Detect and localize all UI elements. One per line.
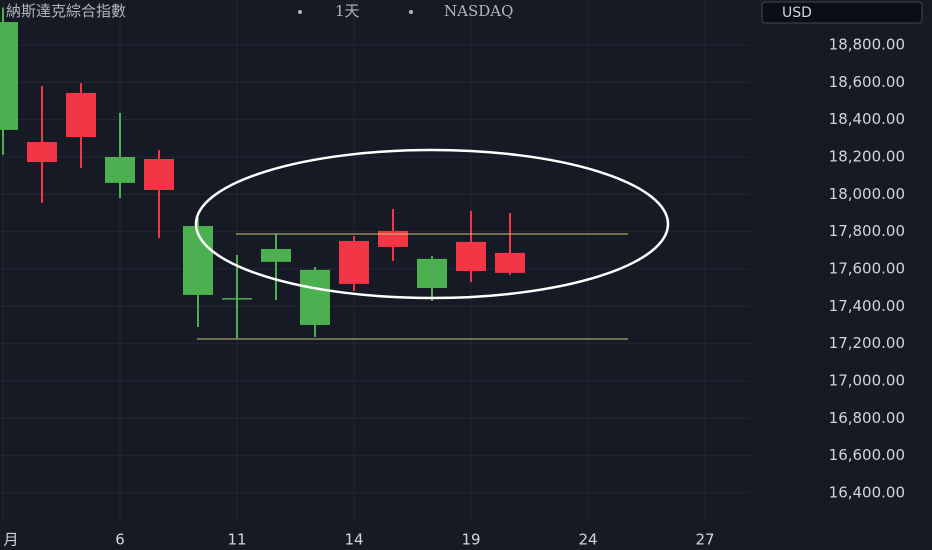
candle-body <box>378 230 408 247</box>
y-tick-label: 18,600.00 <box>829 73 905 91</box>
x-tick-label: 11 <box>227 531 246 549</box>
currency-label: USD <box>782 5 812 21</box>
y-tick-label: 16,600.00 <box>829 446 905 464</box>
separator <box>409 10 413 14</box>
exchange: NASDAQ <box>444 2 513 20</box>
y-tick-label: 16,400.00 <box>829 483 905 501</box>
candle-body <box>222 298 252 300</box>
x-tick-label: 14 <box>344 531 363 549</box>
candle-body <box>417 258 447 288</box>
candles-layer <box>0 7 525 339</box>
x-tick-label: 27 <box>695 531 714 549</box>
interval: 1天 <box>335 2 360 20</box>
candle-body <box>456 241 486 272</box>
candle-body <box>300 269 330 325</box>
x-tick-label: 6 <box>115 531 125 549</box>
candle-body <box>66 92 96 137</box>
candle-body <box>144 159 174 191</box>
y-tick-label: 17,000.00 <box>829 371 905 389</box>
y-tick-label: 18,400.00 <box>829 110 905 128</box>
candle-body <box>0 22 18 130</box>
y-tick-label: 18,800.00 <box>829 35 905 53</box>
y-tick-label: 17,800.00 <box>829 222 905 240</box>
currency-badge[interactable] <box>761 1 923 24</box>
separator <box>298 10 302 14</box>
candle-body <box>27 142 57 163</box>
candle-body <box>183 226 213 295</box>
chart-title: 納斯達克綜合指數 <box>6 2 126 20</box>
y-tick-label: 17,400.00 <box>829 297 905 315</box>
x-tick-label: 24 <box>578 531 597 549</box>
y-tick-label: 18,200.00 <box>829 147 905 165</box>
candle-body <box>261 248 291 262</box>
y-tick-label: 16,800.00 <box>829 409 905 427</box>
highlight-ellipse <box>194 148 670 300</box>
candle-body <box>339 240 369 284</box>
y-tick-label: 17,200.00 <box>829 334 905 352</box>
x-tick-label: 19 <box>461 531 480 549</box>
y-tick-label: 18,000.00 <box>829 185 905 203</box>
y-tick-label: 17,600.00 <box>829 259 905 277</box>
x-tick-label: 月 <box>3 531 18 549</box>
candle-body <box>495 252 525 273</box>
candle-body <box>105 156 135 183</box>
